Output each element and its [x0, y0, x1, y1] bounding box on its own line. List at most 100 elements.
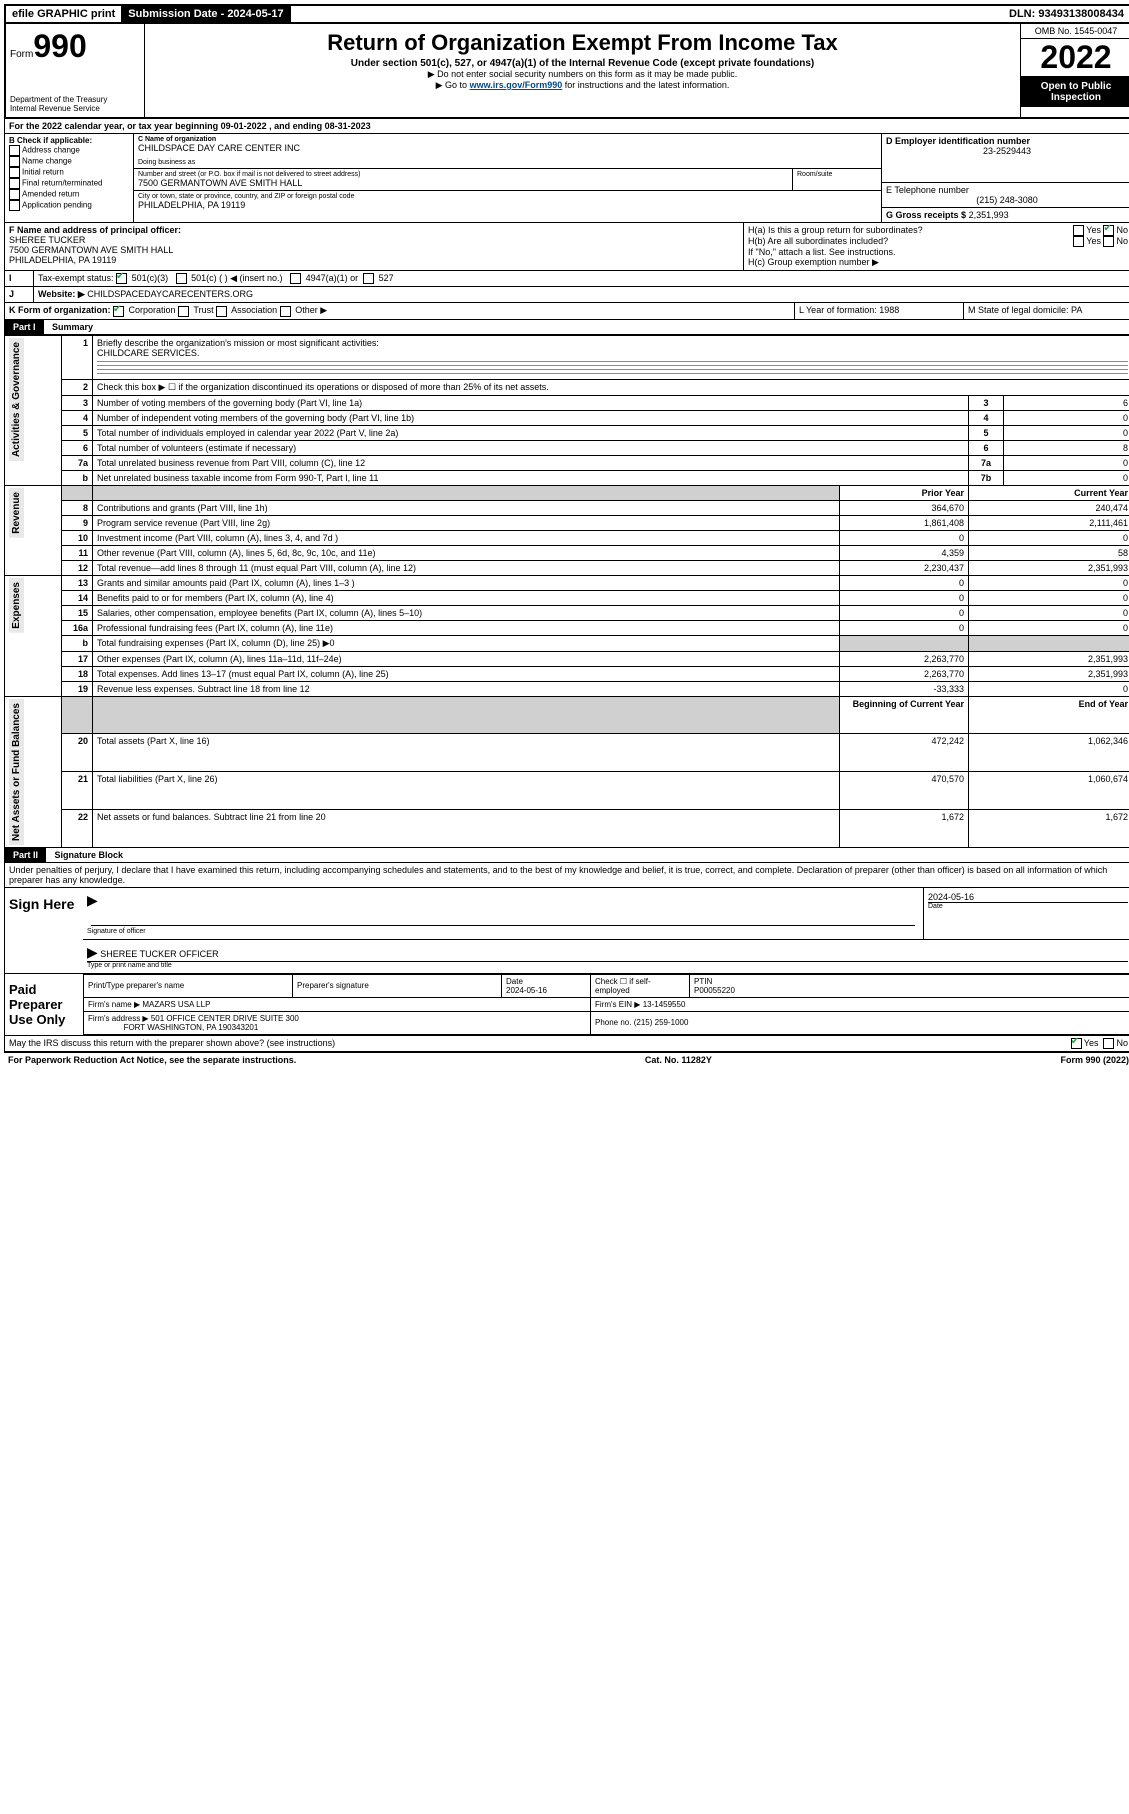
n17: 17: [62, 651, 93, 666]
b4: 4: [969, 410, 1004, 425]
footer-left: For Paperwork Reduction Act Notice, see …: [8, 1055, 296, 1065]
line-a-text: For the 2022 calendar year, or tax year …: [5, 119, 1129, 133]
o4: 527: [379, 273, 394, 283]
pt-name-lbl: Print/Type preparer's name: [84, 974, 293, 997]
chk-4947[interactable]: [290, 273, 301, 284]
row-ij: I Tax-exempt status: 501(c)(3) 501(c) ( …: [4, 271, 1129, 287]
section-b-title: B Check if applicable:: [9, 136, 129, 145]
part1-title: Summary: [46, 322, 93, 332]
chk-corp[interactable]: [113, 306, 124, 317]
chk-501c3[interactable]: [116, 273, 127, 284]
t6: Total number of volunteers (estimate if …: [93, 440, 969, 455]
t22: Net assets or fund balances. Subtract li…: [93, 809, 840, 847]
chk-trust[interactable]: [178, 306, 189, 317]
n15: 15: [62, 605, 93, 620]
check-name[interactable]: [9, 156, 20, 167]
prep-phone-lbl: Phone no.: [595, 1018, 631, 1027]
irs: Internal Revenue Service: [10, 104, 140, 113]
n14: 14: [62, 590, 93, 605]
date-lbl: Date: [928, 903, 1128, 910]
check-app[interactable]: [9, 200, 20, 211]
discuss-row: May the IRS discuss this return with the…: [4, 1036, 1129, 1052]
website: Website: ▶ CHILDSPACEDAYCARECENTERS.ORG: [34, 287, 1129, 302]
ha-yes[interactable]: [1073, 225, 1084, 236]
k-label: K Form of organization:: [9, 305, 111, 315]
chk-501c[interactable]: [176, 273, 187, 284]
n9: 9: [62, 515, 93, 530]
discuss-yes[interactable]: [1071, 1038, 1082, 1049]
b6: 6: [969, 440, 1004, 455]
blank: [62, 485, 93, 500]
section-c: C Name of organization CHILDSPACE DAY CA…: [134, 134, 882, 222]
v4: 0: [1004, 410, 1129, 425]
phone: (215) 248-3080: [886, 195, 1128, 205]
vert-ag: Activities & Governance: [9, 338, 24, 461]
pt-date: 2024-05-16: [506, 986, 547, 995]
t16a: Professional fundraising fees (Part IX, …: [93, 620, 840, 635]
t13: Grants and similar amounts paid (Part IX…: [93, 575, 840, 590]
i-text: Tax-exempt status:: [38, 273, 114, 283]
c22: 1,672: [969, 809, 1129, 847]
check-final[interactable]: [9, 178, 20, 189]
declaration: Under penalties of perjury, I declare th…: [4, 863, 1129, 888]
chk-527[interactable]: [363, 273, 374, 284]
discuss-no[interactable]: [1103, 1038, 1114, 1049]
hb-yes[interactable]: [1073, 236, 1084, 247]
col-curr: Current Year: [969, 485, 1129, 500]
irs-link[interactable]: www.irs.gov/Form990: [470, 80, 563, 90]
firm-name-lbl: Firm's name ▶: [88, 1000, 140, 1009]
check-address[interactable]: [9, 145, 20, 156]
chk-other[interactable]: [280, 306, 291, 317]
tax-year: 2022: [1021, 39, 1129, 77]
part2-title: Signature Block: [49, 850, 124, 860]
p14: 0: [840, 590, 969, 605]
c13: 0: [969, 575, 1129, 590]
c10: 0: [969, 530, 1129, 545]
n7a: 7a: [62, 455, 93, 470]
t15: Salaries, other compensation, employee b…: [93, 605, 840, 620]
n6: 6: [62, 440, 93, 455]
addr-label: Number and street (or P.O. box if mail i…: [138, 171, 788, 178]
org-info-row: B Check if applicable: Address change Na…: [4, 134, 1129, 223]
e-label: E Telephone number: [886, 185, 1128, 195]
k-o3: Association: [231, 305, 277, 315]
ha-no[interactable]: [1103, 225, 1114, 236]
topbar: efile GRAPHIC print Submission Date - 20…: [4, 4, 1129, 24]
chk-assoc[interactable]: [216, 306, 227, 317]
n19: 19: [62, 681, 93, 696]
check-initial[interactable]: [9, 167, 20, 178]
n16a: 16a: [62, 620, 93, 635]
sig-officer-lbl: Signature of officer: [87, 928, 919, 935]
t11: Other revenue (Part VIII, column (A), li…: [93, 545, 840, 560]
c16a: 0: [969, 620, 1129, 635]
yes-lbl: Yes: [1086, 225, 1101, 235]
section-right: D Employer identification number 23-2529…: [882, 134, 1129, 222]
check-amended[interactable]: [9, 189, 20, 200]
hb-no[interactable]: [1103, 236, 1114, 247]
opt-address: Address change: [22, 146, 80, 155]
form-number: 990: [33, 28, 86, 64]
p22: 1,672: [840, 809, 969, 847]
n4: 4: [62, 410, 93, 425]
c16b: [969, 635, 1129, 651]
c19: 0: [969, 681, 1129, 696]
t10: Investment income (Part VIII, column (A)…: [93, 530, 840, 545]
c14: 0: [969, 590, 1129, 605]
pt-sig-lbl: Preparer's signature: [293, 974, 502, 997]
p16a: 0: [840, 620, 969, 635]
opt-name: Name change: [22, 157, 72, 166]
t9: Program service revenue (Part VIII, line…: [93, 515, 840, 530]
arrow-icon2: ▶: [87, 944, 98, 960]
part1-header: Part I Summary: [4, 320, 1129, 335]
website-val: CHILDSPACEDAYCARECENTERS.ORG: [87, 289, 253, 299]
form-label: Form: [10, 49, 33, 60]
p8: 364,670: [840, 500, 969, 515]
form-title: Return of Organization Exempt From Incom…: [149, 30, 1016, 56]
paid-lbl: Paid Preparer Use Only: [5, 974, 83, 1035]
sign-here: Sign Here: [5, 888, 83, 973]
n13: 13: [62, 575, 93, 590]
n20: 20: [62, 734, 93, 772]
f-label: F Name and address of principal officer:: [9, 225, 739, 235]
efile-label[interactable]: efile GRAPHIC print: [6, 6, 122, 22]
n18: 18: [62, 666, 93, 681]
